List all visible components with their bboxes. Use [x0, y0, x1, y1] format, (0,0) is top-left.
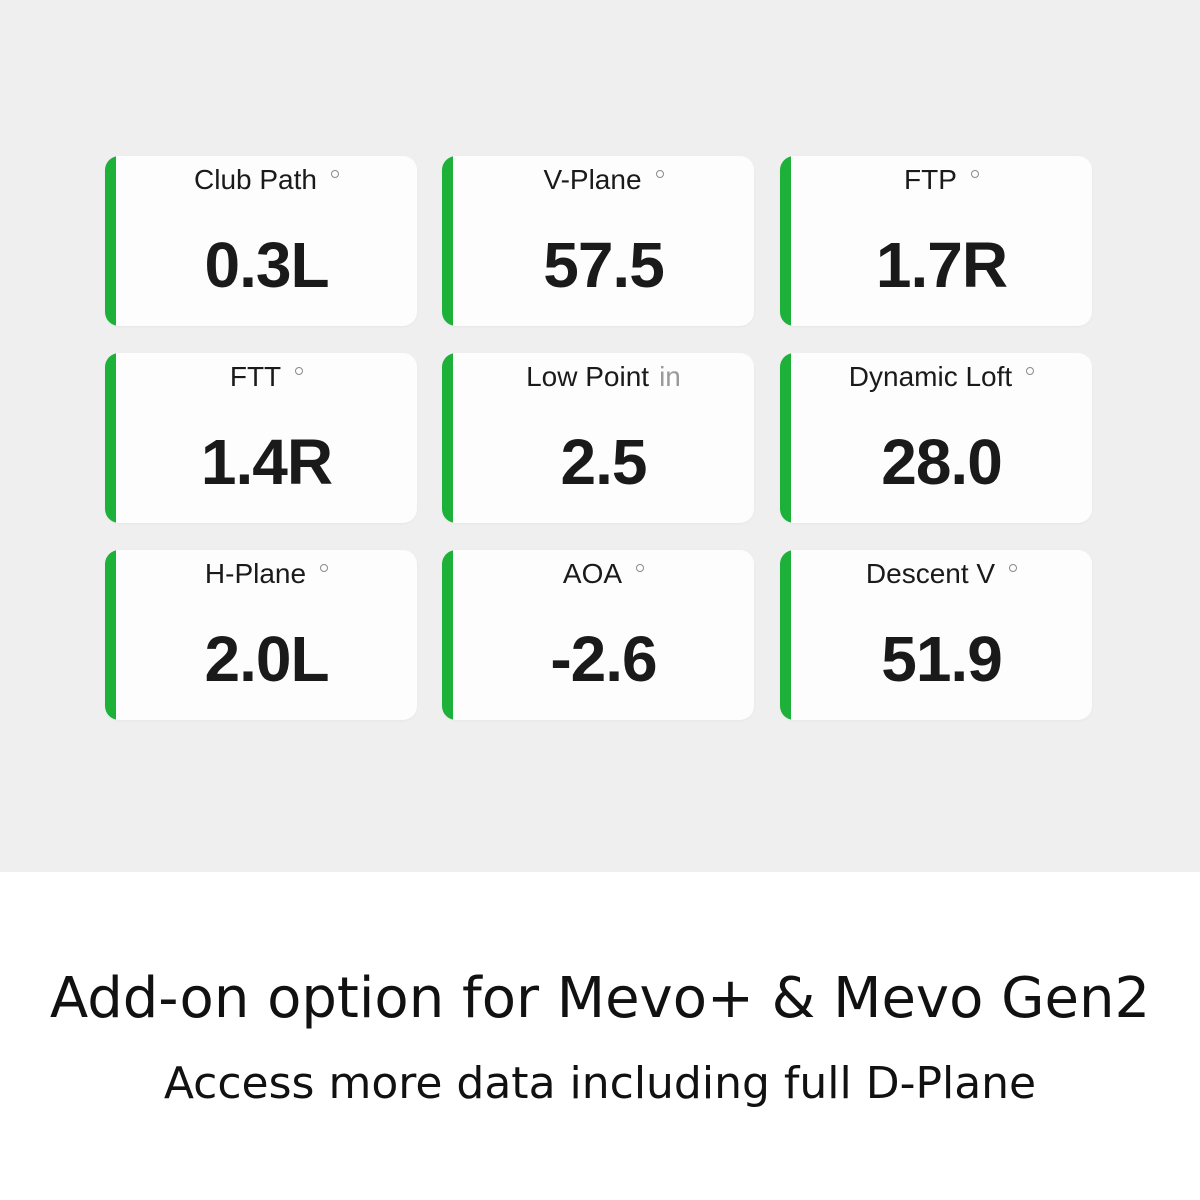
- metric-label: FTT: [229, 361, 282, 392]
- metric-card: FTP 1.7R: [780, 156, 1092, 326]
- degree-unit-icon: [320, 564, 329, 572]
- metric-label: Dynamic Loft: [848, 361, 1013, 392]
- metric-title: AOA: [453, 558, 754, 590]
- metric-title: Low Point in: [453, 361, 754, 393]
- metric-card: Club Path 0.3L: [105, 156, 417, 326]
- status-bar: [442, 156, 453, 326]
- metric-card: Descent V 51.9: [780, 550, 1092, 720]
- degree-unit-icon: [655, 170, 664, 178]
- degree-unit-icon: [1009, 564, 1018, 572]
- status-bar: [105, 550, 116, 720]
- metric-card: Low Point in 2.5: [442, 353, 754, 523]
- metric-title: FTT: [116, 361, 417, 393]
- metric-card: AOA -2.6: [442, 550, 754, 720]
- metric-title: H-Plane: [116, 558, 417, 590]
- metric-title: Dynamic Loft: [791, 361, 1092, 393]
- metric-value: 1.7R: [875, 229, 1008, 301]
- metric-card: H-Plane 2.0L: [105, 550, 417, 720]
- metric-value: 2.5: [560, 426, 648, 498]
- metric-value: 1.4R: [200, 426, 333, 498]
- metric-label: Low Point: [526, 361, 650, 392]
- headline: Add-on option for Mevo+ & Mevo Gen2: [49, 966, 1151, 1031]
- metric-value: -2.6: [550, 623, 657, 695]
- subheadline: Access more data including full D-Plane: [163, 1058, 1037, 1109]
- metric-value: 51.9: [881, 623, 1003, 695]
- status-bar: [442, 353, 453, 523]
- metric-label: FTP: [904, 164, 957, 195]
- degree-unit-icon: [1026, 367, 1035, 375]
- status-bar: [105, 353, 116, 523]
- status-bar: [780, 353, 791, 523]
- status-bar: [105, 156, 116, 326]
- status-bar: [442, 550, 453, 720]
- metric-label: Descent V: [865, 558, 996, 589]
- degree-unit-icon: [295, 367, 304, 375]
- metric-value: 2.0L: [204, 623, 329, 695]
- status-bar: [780, 156, 791, 326]
- metric-label: H-Plane: [204, 558, 307, 589]
- metric-title: FTP: [791, 164, 1092, 196]
- metric-unit: in: [659, 361, 681, 392]
- degree-unit-icon: [970, 170, 979, 178]
- status-bar: [780, 550, 791, 720]
- degree-unit-icon: [330, 170, 339, 178]
- metric-card: Dynamic Loft 28.0: [780, 353, 1092, 523]
- metric-title: Club Path: [116, 164, 417, 196]
- metric-title: Descent V: [791, 558, 1092, 590]
- metric-value: 57.5: [543, 229, 665, 301]
- metric-title: V-Plane: [453, 164, 754, 196]
- metric-value: 0.3L: [204, 229, 329, 301]
- metric-value: 28.0: [881, 426, 1003, 498]
- metric-label: Club Path: [194, 164, 317, 195]
- metric-card: FTT 1.4R: [105, 353, 417, 523]
- metric-card: V-Plane 57.5: [442, 156, 754, 326]
- metric-label: AOA: [562, 558, 623, 589]
- metric-label: V-Plane: [543, 164, 642, 195]
- degree-unit-icon: [636, 564, 645, 572]
